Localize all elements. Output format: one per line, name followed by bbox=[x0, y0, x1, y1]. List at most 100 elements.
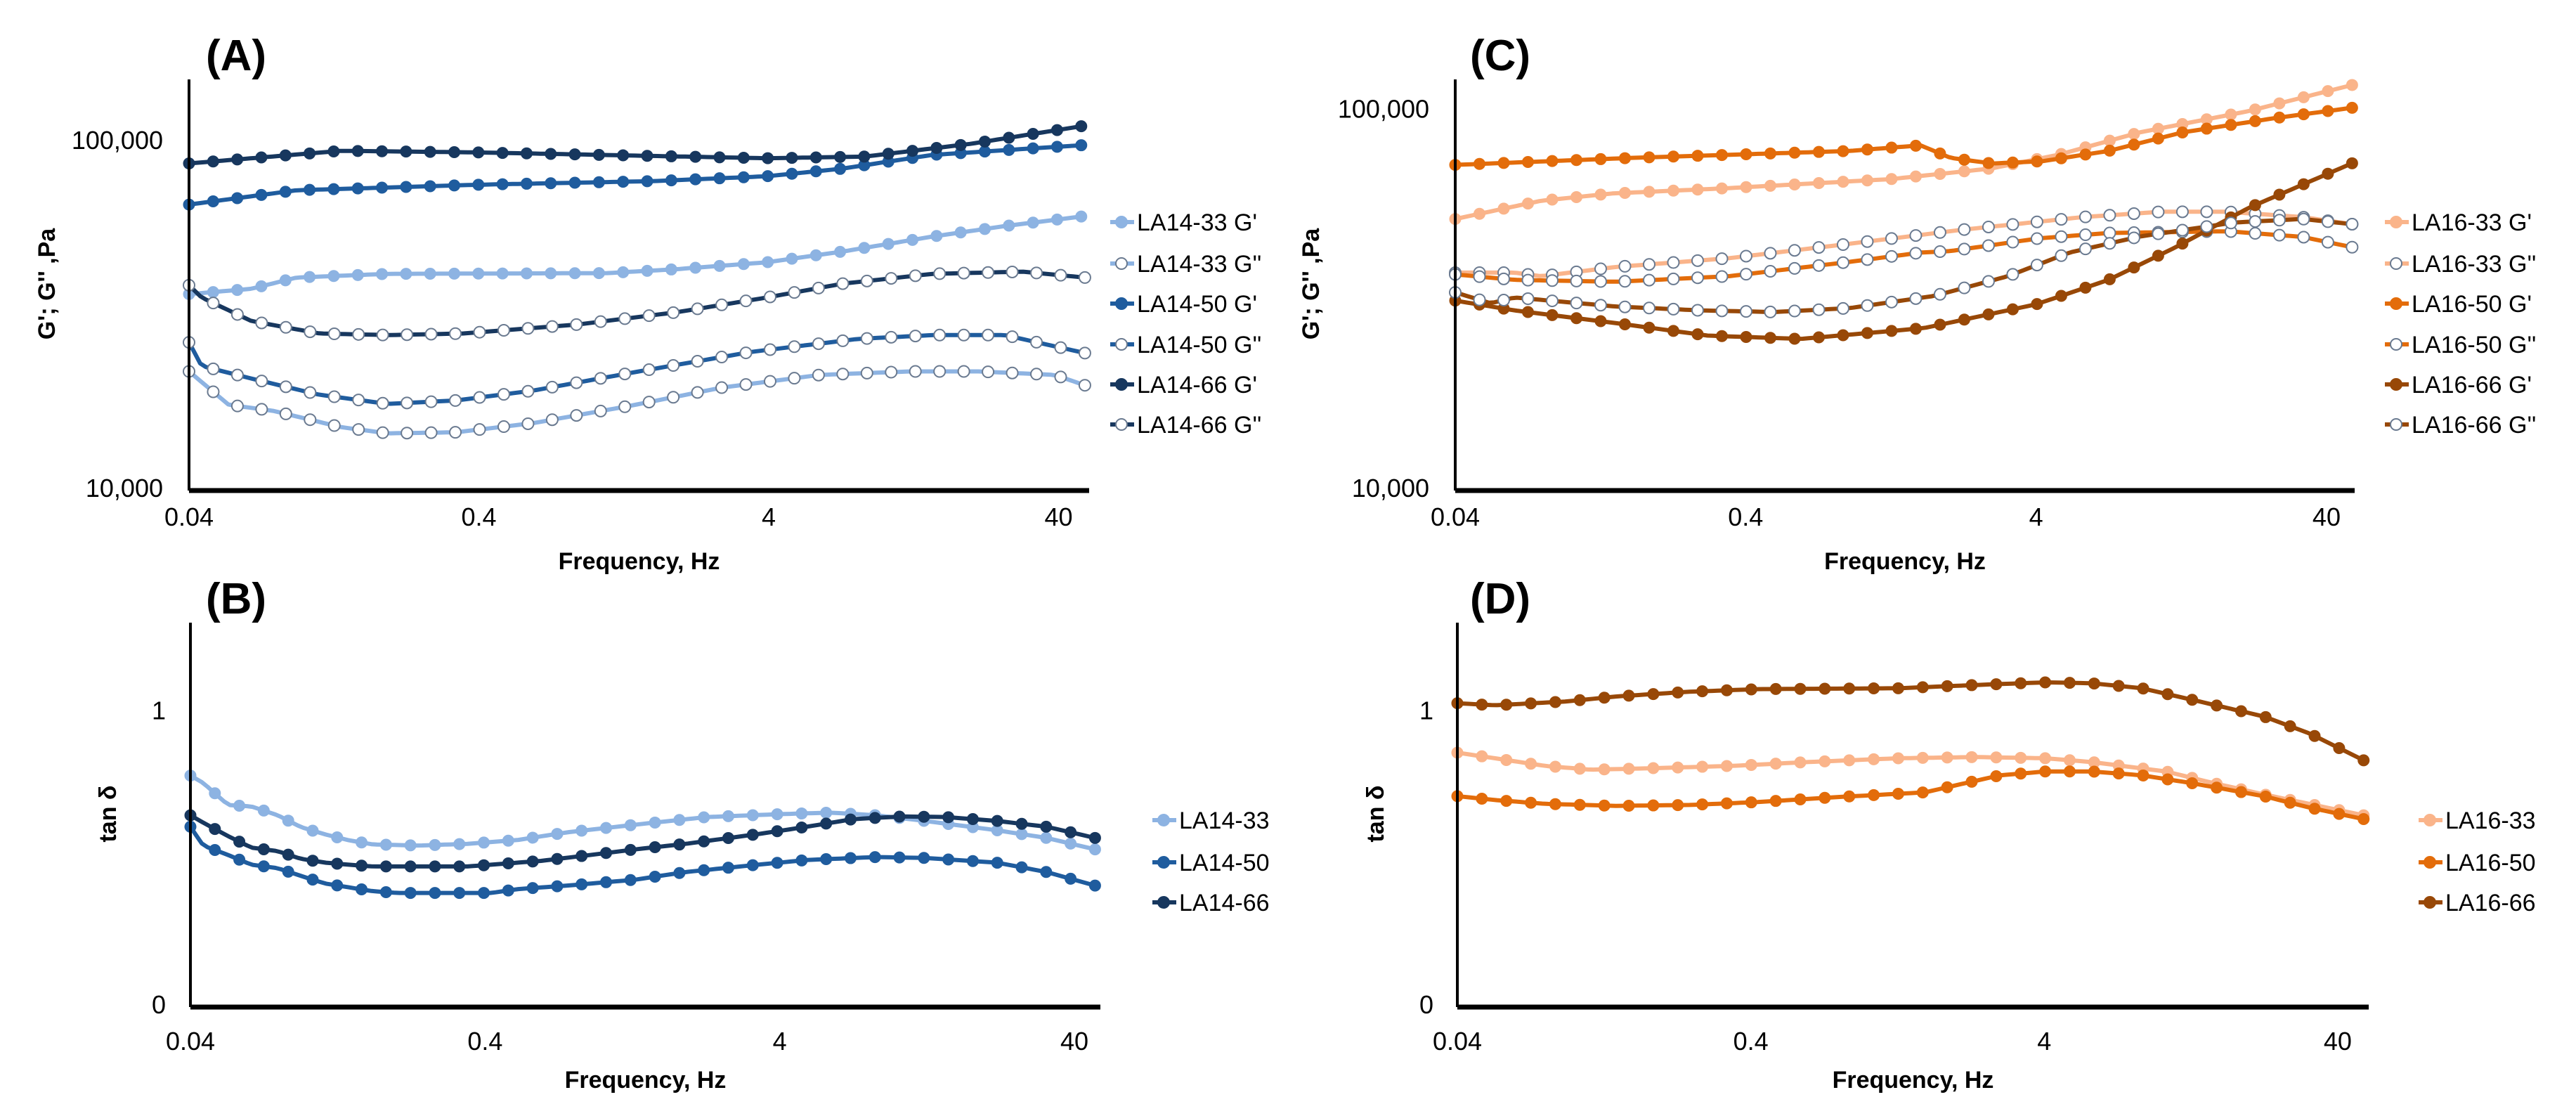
data-point bbox=[1521, 273, 1535, 287]
panel-title: (B) bbox=[206, 575, 266, 623]
data-point bbox=[306, 824, 319, 837]
data-point bbox=[2211, 699, 2223, 712]
data-point bbox=[930, 230, 943, 242]
data-point bbox=[1622, 799, 1635, 812]
data-point bbox=[209, 787, 221, 800]
data-point bbox=[978, 135, 991, 148]
data-point bbox=[1764, 147, 1776, 160]
data-point bbox=[2015, 751, 2027, 764]
data-point bbox=[957, 365, 970, 378]
data-point bbox=[1740, 331, 1752, 344]
data-point bbox=[885, 365, 898, 379]
data-point bbox=[771, 857, 783, 869]
data-point bbox=[795, 822, 808, 834]
data-point bbox=[2006, 303, 2019, 316]
data-point bbox=[1573, 763, 1586, 775]
legend-marker bbox=[1115, 378, 1128, 391]
series-la14-66 bbox=[184, 809, 1101, 873]
data-point bbox=[1933, 245, 1946, 258]
data-point bbox=[231, 192, 244, 205]
x-tick-label: 40 bbox=[2324, 1027, 2352, 1056]
legend-label: LA14-33 bbox=[1179, 807, 1270, 834]
y-tick-label: 100,000 bbox=[72, 126, 163, 155]
data-point bbox=[2103, 134, 2116, 147]
data-point bbox=[885, 272, 898, 285]
data-point bbox=[2175, 223, 2189, 237]
legend-label: LA14-50 G'' bbox=[1137, 332, 1261, 358]
data-point bbox=[691, 386, 704, 399]
data-point bbox=[739, 346, 753, 360]
data-point bbox=[739, 294, 753, 308]
data-point bbox=[2322, 85, 2334, 98]
data-point bbox=[1643, 186, 1655, 198]
data-point bbox=[233, 853, 246, 866]
data-point bbox=[809, 249, 822, 261]
data-point bbox=[786, 152, 798, 164]
data-point bbox=[1003, 219, 1015, 232]
data-point bbox=[882, 238, 895, 250]
data-point bbox=[376, 426, 389, 439]
data-point bbox=[2273, 111, 2286, 124]
data-point bbox=[520, 267, 533, 280]
panel-b: (B) tan δ Frequency, Hz 0 1 0.04 0.4 4 40 LA14-33… bbox=[95, 575, 1270, 1094]
data-point bbox=[1885, 295, 1898, 309]
data-point bbox=[1745, 683, 1757, 696]
data-point bbox=[1667, 150, 1679, 163]
legend-label: LA14-66 G' bbox=[1137, 372, 1257, 398]
series-line bbox=[189, 773, 1096, 852]
data-point bbox=[449, 327, 462, 340]
series-la14-50-g- bbox=[183, 139, 1088, 211]
data-point bbox=[1672, 761, 1684, 774]
legend-item: LA16-33 bbox=[2419, 807, 2536, 834]
data-point bbox=[2055, 230, 2068, 243]
data-point bbox=[978, 145, 991, 158]
data-point bbox=[1015, 817, 1028, 830]
series-la14-66-g- bbox=[183, 265, 1091, 342]
data-point bbox=[1885, 249, 1898, 263]
data-point bbox=[667, 359, 680, 372]
x-tick-label: 40 bbox=[1044, 502, 1072, 531]
data-point bbox=[1618, 186, 1631, 199]
data-point bbox=[1027, 216, 1039, 229]
data-point bbox=[1027, 128, 1039, 141]
data-point bbox=[1909, 292, 1923, 305]
data-point bbox=[1868, 789, 1880, 801]
data-point bbox=[1933, 287, 1946, 301]
y-tick-label: 0 bbox=[152, 990, 166, 1019]
data-point bbox=[1473, 293, 1486, 306]
data-point bbox=[1769, 682, 1782, 695]
data-point bbox=[520, 177, 533, 190]
legend-label: LA16-66 G'' bbox=[2412, 412, 2536, 439]
legend-marker bbox=[2390, 257, 2402, 270]
y-tick-label: 1 bbox=[152, 696, 166, 725]
data-point bbox=[641, 175, 653, 188]
data-point bbox=[1594, 299, 1607, 312]
legend-marker bbox=[2424, 896, 2436, 909]
data-point bbox=[1965, 679, 1978, 692]
data-point bbox=[1909, 170, 1922, 183]
data-point bbox=[1982, 157, 1995, 169]
y-axis-title: G'; G'' ,Pa bbox=[1298, 228, 1325, 339]
data-point bbox=[2297, 231, 2310, 244]
data-point bbox=[673, 838, 686, 851]
data-point bbox=[1075, 139, 1088, 152]
legend-label: LA14-33 G'' bbox=[1137, 251, 1261, 278]
data-point bbox=[737, 258, 750, 271]
data-point bbox=[1965, 751, 1978, 763]
data-point bbox=[2357, 754, 2370, 767]
data-point bbox=[600, 822, 613, 834]
data-point bbox=[1861, 253, 1874, 266]
legend-label: LA16-66 bbox=[2445, 890, 2536, 916]
data-point bbox=[496, 178, 509, 190]
data-point bbox=[1892, 752, 1904, 765]
data-point bbox=[1715, 149, 1728, 162]
legend-label: LA16-33 G'' bbox=[2412, 251, 2536, 278]
data-point bbox=[2127, 231, 2140, 245]
data-point bbox=[2031, 298, 2043, 311]
data-point bbox=[2063, 754, 2076, 767]
data-point bbox=[2152, 205, 2165, 219]
data-point bbox=[2186, 694, 2199, 706]
data-point bbox=[1941, 781, 1953, 793]
x-tick-label: 4 bbox=[2037, 1027, 2051, 1056]
data-point bbox=[1715, 304, 1729, 318]
